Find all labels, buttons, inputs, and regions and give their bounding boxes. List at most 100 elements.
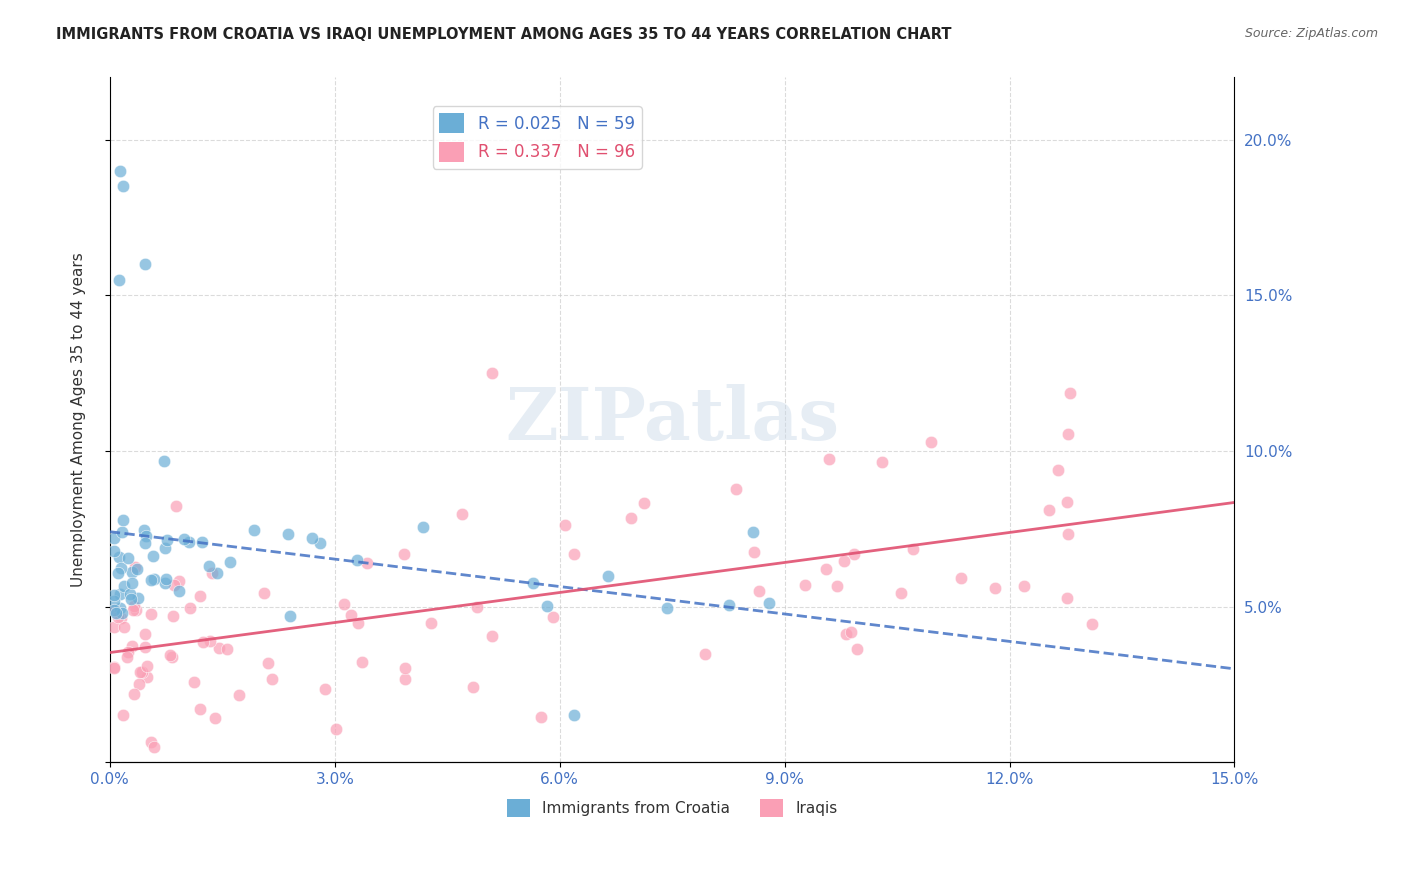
Point	[228, 688, 250, 702]
Point	[277, 526, 299, 541]
Point	[103, 532, 125, 546]
Point	[827, 579, 849, 593]
Point	[142, 549, 165, 563]
Point	[159, 648, 181, 662]
Point	[156, 533, 179, 548]
Point	[835, 627, 858, 641]
Point	[134, 640, 156, 654]
Point	[794, 577, 817, 591]
Point	[105, 606, 128, 620]
Point	[450, 507, 472, 521]
Point	[522, 576, 544, 591]
Point	[122, 603, 145, 617]
Point	[301, 531, 323, 545]
Point	[984, 581, 1007, 595]
Point	[920, 435, 942, 450]
Point	[257, 657, 280, 671]
Point	[120, 587, 142, 601]
Point	[1056, 591, 1078, 606]
Point	[530, 710, 553, 724]
Point	[108, 164, 131, 178]
Point	[108, 601, 131, 615]
Point	[136, 658, 159, 673]
Point	[107, 566, 129, 580]
Point	[204, 711, 226, 725]
Point	[183, 674, 205, 689]
Point	[758, 596, 780, 610]
Point	[890, 585, 912, 599]
Point	[188, 589, 211, 603]
Point	[107, 610, 129, 624]
Text: IMMIGRANTS FROM CROATIA VS IRAQI UNEMPLOYMENT AMONG AGES 35 TO 44 YEARS CORRELAT: IMMIGRANTS FROM CROATIA VS IRAQI UNEMPLO…	[56, 27, 952, 42]
Point	[121, 565, 143, 579]
Point	[350, 655, 373, 669]
Point	[110, 611, 132, 625]
Point	[845, 641, 868, 656]
Point	[142, 739, 165, 754]
Point	[152, 454, 174, 468]
Point	[129, 665, 152, 679]
Point	[120, 591, 142, 606]
Point	[115, 649, 138, 664]
Point	[127, 591, 149, 605]
Point	[153, 541, 176, 556]
Point	[554, 518, 576, 533]
Point	[340, 608, 363, 623]
Point	[832, 554, 855, 568]
Point	[103, 543, 125, 558]
Point	[103, 661, 125, 675]
Y-axis label: Unemployment Among Ages 35 to 44 years: Unemployment Among Ages 35 to 44 years	[72, 252, 86, 587]
Point	[124, 559, 146, 574]
Text: Source: ZipAtlas.com: Source: ZipAtlas.com	[1244, 27, 1378, 40]
Point	[125, 603, 148, 617]
Point	[117, 551, 139, 566]
Point	[134, 257, 156, 271]
Point	[742, 545, 765, 559]
Point	[741, 524, 763, 539]
Point	[177, 535, 200, 549]
Point	[814, 562, 837, 576]
Point	[143, 572, 166, 586]
Point	[243, 523, 266, 537]
Point	[173, 532, 195, 546]
Point	[112, 513, 135, 527]
Point	[107, 273, 129, 287]
Point	[128, 677, 150, 691]
Point	[163, 578, 186, 592]
Point	[562, 547, 585, 561]
Point	[562, 708, 585, 723]
Point	[201, 566, 224, 581]
Point	[748, 584, 770, 599]
Point	[122, 599, 145, 614]
Point	[155, 572, 177, 586]
Point	[188, 702, 211, 716]
Point	[165, 499, 187, 513]
Point	[394, 672, 416, 686]
Point	[103, 588, 125, 602]
Point	[633, 496, 655, 510]
Point	[536, 599, 558, 613]
Point	[467, 600, 489, 615]
Point	[121, 640, 143, 654]
Point	[394, 547, 416, 561]
Point	[1057, 426, 1080, 441]
Point	[872, 455, 894, 469]
Point	[1057, 527, 1080, 541]
Point	[901, 542, 924, 557]
Point	[132, 523, 155, 537]
Point	[309, 535, 332, 549]
Point	[463, 680, 485, 694]
Point	[179, 601, 201, 615]
Point	[215, 641, 238, 656]
Point	[191, 635, 214, 649]
Text: ZIPatlas: ZIPatlas	[505, 384, 839, 456]
Point	[162, 609, 184, 624]
Point	[208, 640, 231, 655]
Point	[695, 647, 717, 661]
Point	[139, 607, 162, 621]
Point	[160, 650, 183, 665]
Point	[1080, 616, 1102, 631]
Point	[167, 574, 190, 589]
Point	[110, 561, 132, 575]
Point	[103, 660, 125, 674]
